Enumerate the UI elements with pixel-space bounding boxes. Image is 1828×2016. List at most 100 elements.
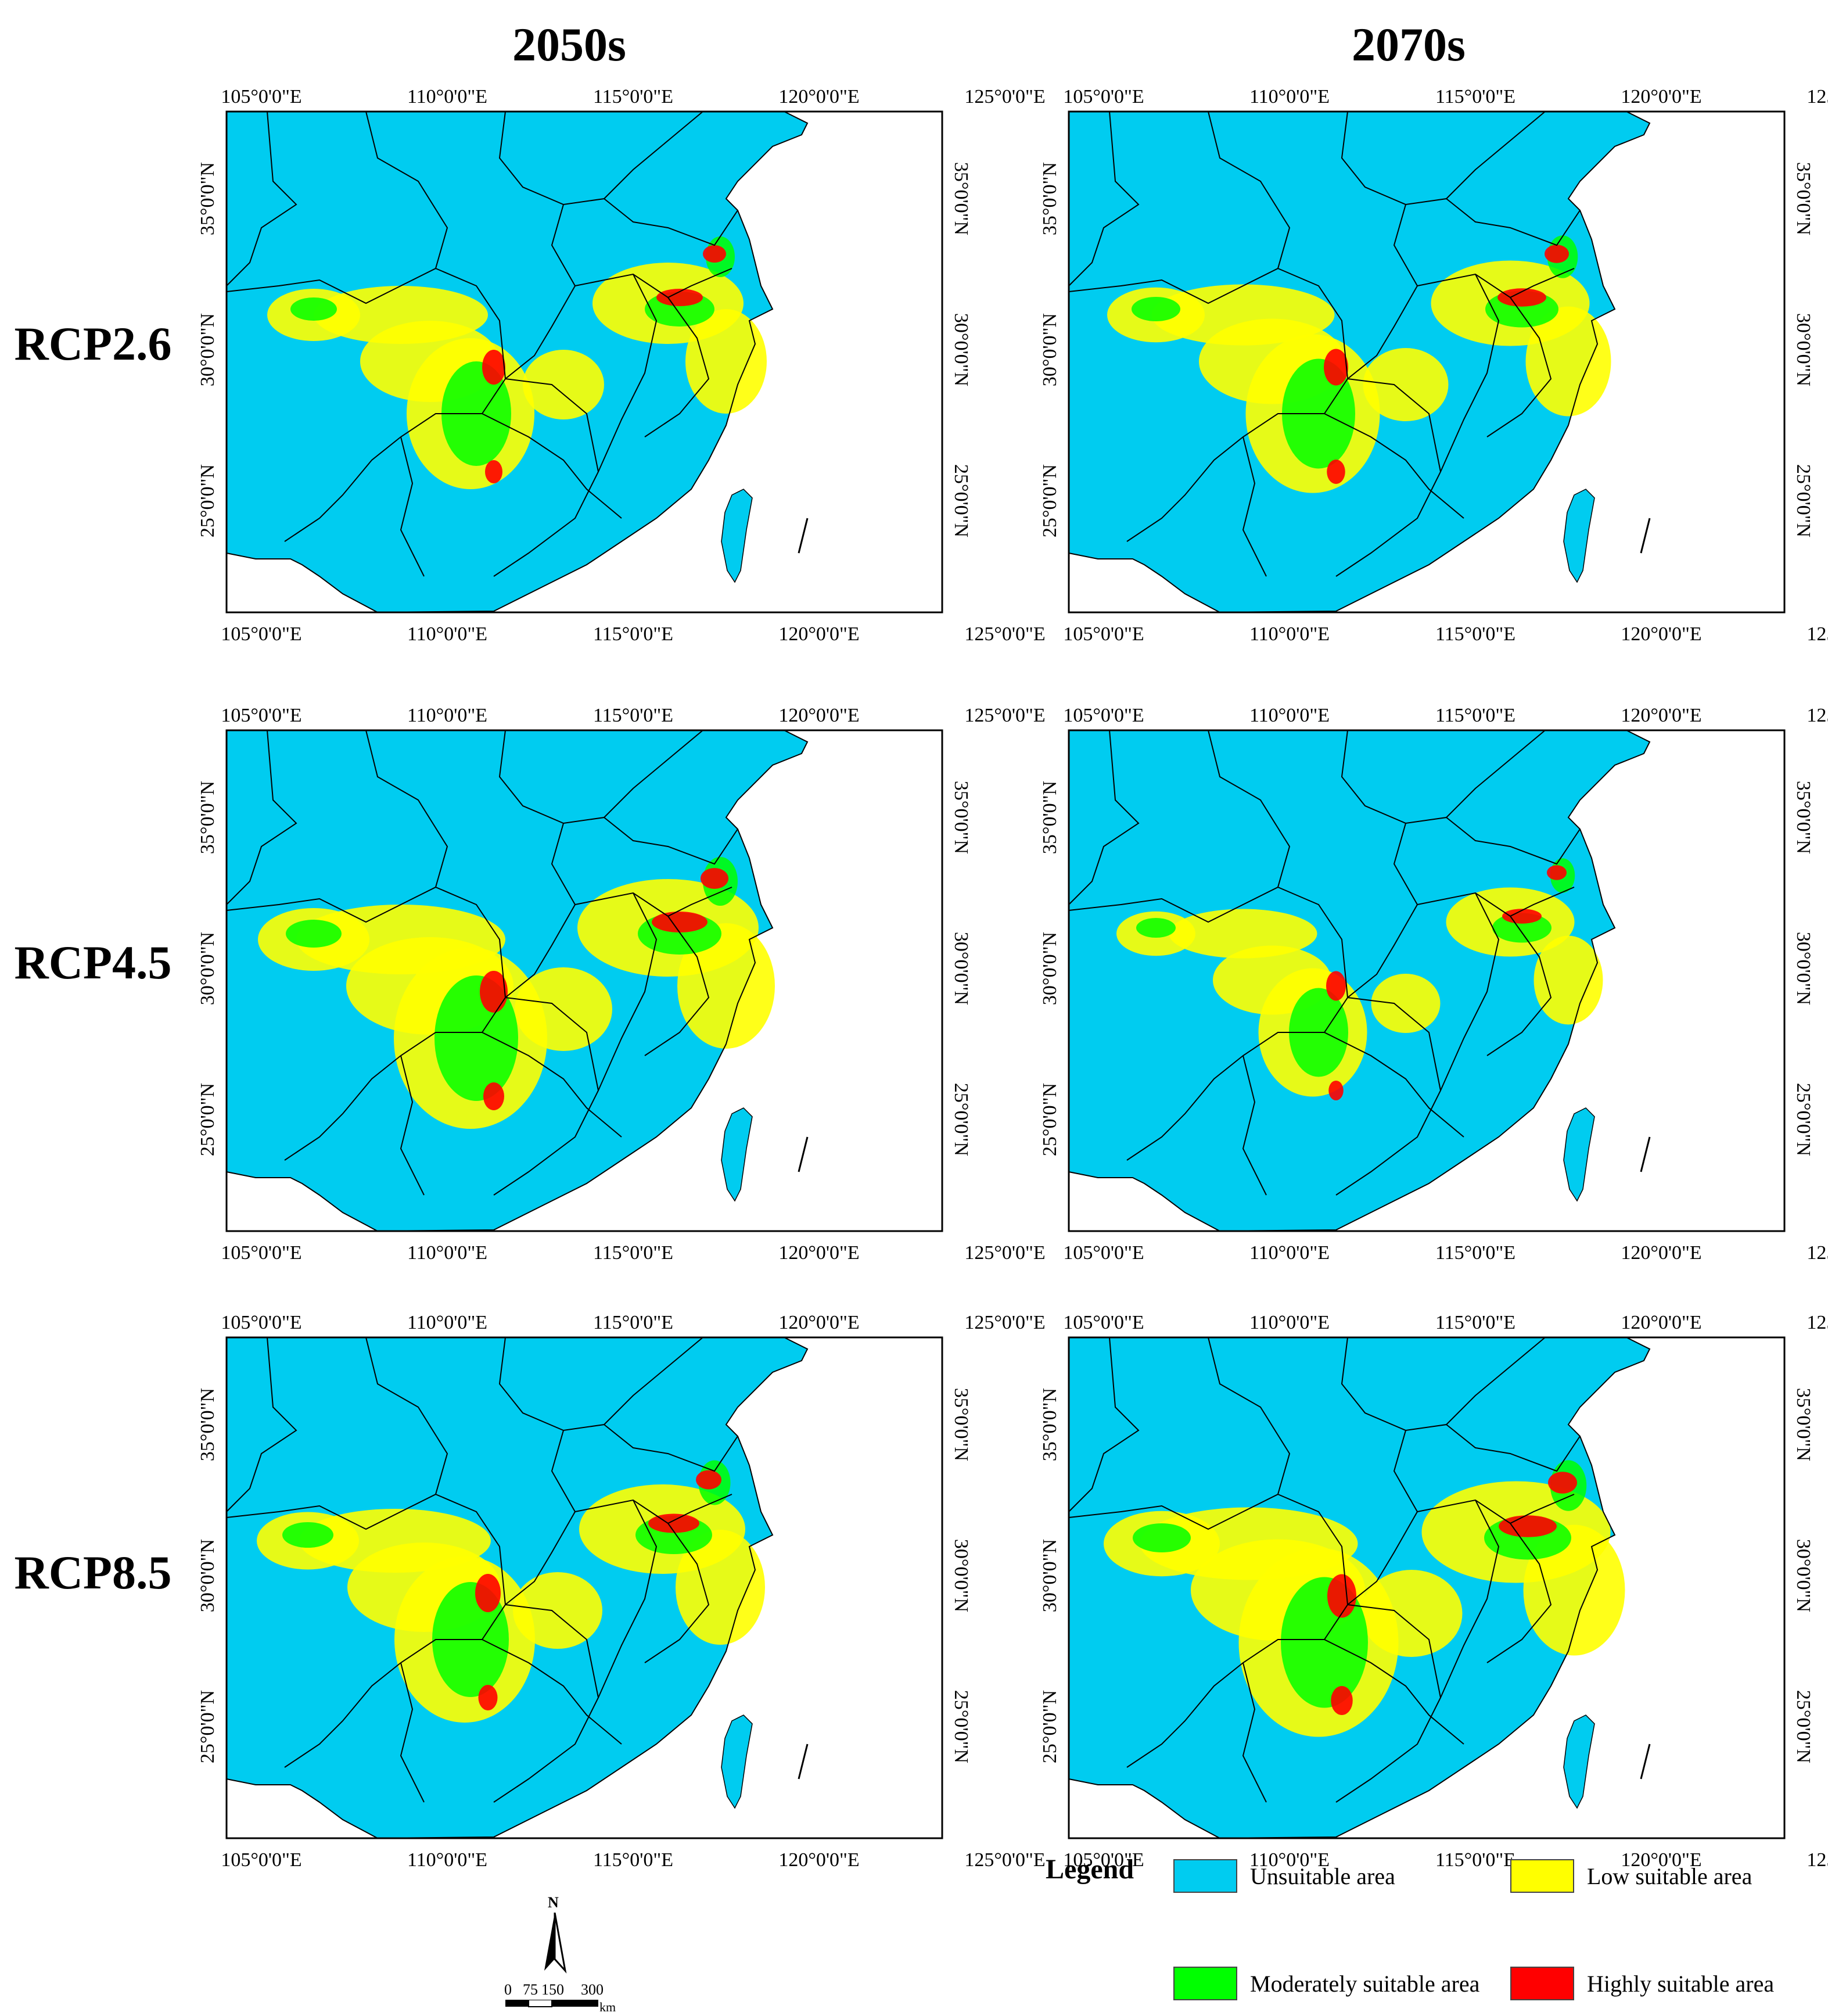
province-boundary <box>1335 378 1442 577</box>
scale-label-150: 150 <box>541 1981 564 1998</box>
x-tick-label-bottom: 105°0'0"E <box>1063 1242 1144 1264</box>
x-tick-label-top: 105°0'0"E <box>221 1312 301 1333</box>
province-boundary <box>1486 916 1552 1056</box>
province-boundary <box>284 1494 507 1768</box>
coastline <box>226 1337 809 1839</box>
x-tick-label-top: 120°0'0"E <box>778 1312 859 1333</box>
low-suitable-patch <box>513 1572 602 1649</box>
x-tick-label-bottom: 110°0'0"E <box>1249 1849 1330 1871</box>
low-suitable-patch <box>676 1530 765 1645</box>
x-tick-label-top: 105°0'0"E <box>221 86 301 107</box>
x-tick-label-top: 110°0'0"E <box>407 705 487 726</box>
province-boundary <box>1446 817 1581 865</box>
north-arrow-icon <box>544 1913 567 1974</box>
nine-dash-line <box>798 518 809 554</box>
y-tick-label-left: 25°0'0"N <box>197 464 218 537</box>
province-boundary <box>644 1523 710 1663</box>
y-tick-label-left: 35°0'0"N <box>197 162 218 235</box>
legend-swatch-moderate <box>1173 1967 1237 2000</box>
y-tick-label-right: 30°0'0"N <box>950 932 972 1005</box>
y-tick-label-left: 30°0'0"N <box>197 1539 218 1612</box>
x-tick-label-bottom: 125°0'0"E <box>1807 623 1828 645</box>
high-suitable-patch <box>1497 288 1546 307</box>
province-boundary <box>505 823 576 998</box>
y-tick-label-left: 25°0'0"N <box>1039 1690 1061 1763</box>
y-tick-label-left: 30°0'0"N <box>1039 313 1061 386</box>
low-suitable-patch <box>1363 348 1449 421</box>
x-tick-label-bottom: 110°0'0"E <box>407 1849 487 1871</box>
coastline <box>1068 1337 1651 1839</box>
y-tick-label-left: 35°0'0"N <box>197 781 218 854</box>
y-tick-label-right: 30°0'0"N <box>1793 1539 1814 1612</box>
x-tick-label-top: 115°0'0"E <box>1435 705 1515 726</box>
province-boundary <box>604 198 738 246</box>
coastline <box>226 111 809 614</box>
y-tick-label-left: 25°0'0"N <box>1039 1083 1061 1156</box>
province-boundary <box>1068 1337 1291 1530</box>
province-boundary <box>482 413 622 519</box>
high-suitable-patch <box>485 460 502 483</box>
map-panel-rcp45-2070s: 105°0'0"E 105°0'0"E 110°0'0"E 110°0'0"E 115°… <box>1022 688 1828 1298</box>
y-tick-label-right: 35°0'0"N <box>1793 781 1814 854</box>
coastline <box>1068 730 1651 1232</box>
y-tick-label-left: 25°0'0"N <box>197 1690 218 1763</box>
x-tick-label-top: 120°0'0"E <box>1621 1312 1701 1333</box>
province-boundary <box>598 1500 658 1698</box>
map-frame <box>225 729 943 1232</box>
province-boundary <box>598 892 658 1091</box>
taiwan-island <box>721 489 753 583</box>
map-panel-rcp26-2070s: 105°0'0"E 105°0'0"E 110°0'0"E 110°0'0"E 115°… <box>1022 70 1828 680</box>
y-tick-label-right: 25°0'0"N <box>1793 1690 1814 1763</box>
high-suitable-patch <box>478 1685 498 1710</box>
province-boundary <box>1341 730 1546 824</box>
moderate-suitable-patch <box>286 920 342 948</box>
province-boundary <box>1324 413 1464 519</box>
map-svg: 105°0'0"E 105°0'0"E 110°0'0"E 110°0'0"E 115°… <box>1039 705 1828 1264</box>
province-boundary <box>1335 997 1442 1196</box>
x-tick-label-bottom: 110°0'0"E <box>407 623 487 645</box>
scale-label-75: 75 <box>523 1981 538 1998</box>
high-suitable-patch <box>1499 1515 1557 1537</box>
nine-dash-line <box>798 1744 809 1780</box>
x-tick-label-bottom: 110°0'0"E <box>407 1242 487 1264</box>
province-boundary <box>1242 1055 1267 1196</box>
y-tick-label-right: 30°0'0"N <box>950 313 972 386</box>
province-boundary <box>1126 268 1349 542</box>
nine-dash-line <box>798 1136 809 1172</box>
x-tick-label-bottom: 120°0'0"E <box>1621 1849 1701 1871</box>
taiwan-island <box>721 1714 753 1809</box>
map-group: 105°0'0"E 105°0'0"E 110°0'0"E 110°0'0"E 115°… <box>197 1312 1046 1871</box>
map-frame <box>1068 1336 1786 1839</box>
province-boundary <box>1486 1523 1552 1663</box>
y-tick-label-right: 30°0'0"N <box>1793 932 1814 1005</box>
province-boundary <box>226 730 297 905</box>
province-boundary <box>1242 436 1267 577</box>
nine-dash-line <box>1640 1744 1651 1780</box>
province-boundary <box>604 1424 738 1472</box>
x-tick-label-bottom: 120°0'0"E <box>1621 623 1701 645</box>
map-frame <box>1068 110 1786 614</box>
province-boundary <box>482 1032 622 1138</box>
x-tick-label-top: 105°0'0"E <box>221 705 301 726</box>
province-boundary <box>505 204 576 379</box>
province-boundary <box>226 1337 448 1530</box>
province-boundary <box>1126 1494 1349 1768</box>
high-suitable-patch <box>703 245 726 263</box>
province-boundary <box>1068 730 1291 923</box>
legend-item-unsuitable: Unsuitable area <box>1173 1859 1395 1893</box>
high-suitable-patch <box>1326 971 1346 1001</box>
province-boundary <box>1347 1430 1418 1605</box>
high-suitable-patch <box>1328 1081 1344 1100</box>
y-tick-label-left: 30°0'0"N <box>197 932 218 1005</box>
moderate-suitable-patch <box>290 297 337 321</box>
y-tick-label-left: 30°0'0"N <box>1039 1539 1061 1612</box>
low-suitable-patch <box>1371 974 1441 1033</box>
legend-label-high: Highly suitable area <box>1587 1970 1775 1997</box>
taiwan-island <box>1563 1714 1595 1809</box>
high-suitable-patch <box>483 1082 504 1110</box>
high-suitable-patch <box>1331 1686 1353 1715</box>
province-boundary <box>1068 111 1140 286</box>
province-boundary <box>400 436 425 577</box>
province-boundary <box>284 887 507 1161</box>
x-tick-label-bottom: 115°0'0"E <box>593 623 673 645</box>
